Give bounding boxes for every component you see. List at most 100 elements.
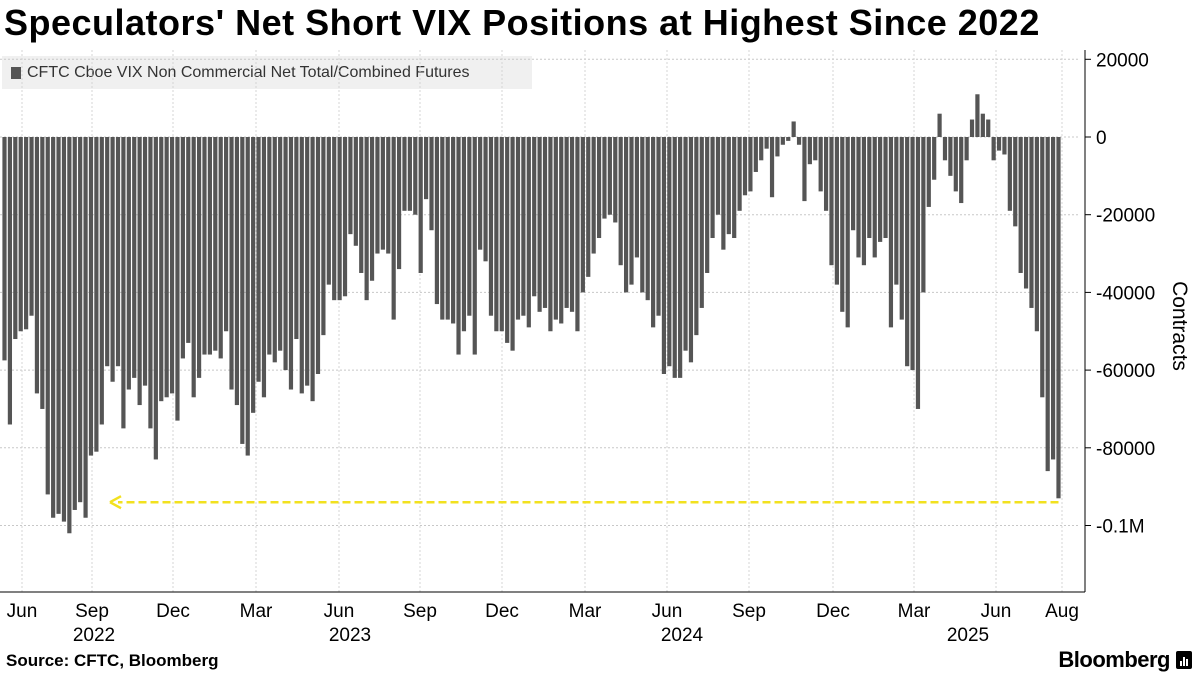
bar bbox=[472, 137, 477, 355]
bar bbox=[845, 137, 850, 328]
bar bbox=[245, 137, 250, 456]
bar bbox=[737, 137, 742, 211]
bar bbox=[629, 137, 634, 285]
annotation bbox=[109, 495, 1059, 510]
source-note: Source: CFTC, Bloomberg bbox=[6, 651, 219, 670]
y-tick-label: 0 bbox=[1096, 128, 1107, 149]
bar bbox=[321, 137, 326, 336]
legend-label: CFTC Cboe VIX Non Commercial Net Total/C… bbox=[27, 63, 470, 81]
bar bbox=[634, 137, 639, 258]
bar bbox=[40, 137, 45, 409]
bar bbox=[921, 137, 926, 293]
bar bbox=[1045, 137, 1050, 472]
bar bbox=[137, 137, 142, 406]
bar bbox=[353, 137, 358, 246]
x-tick-label: Dec bbox=[485, 601, 519, 622]
bar bbox=[986, 119, 991, 137]
bar bbox=[229, 137, 234, 390]
bar bbox=[337, 137, 342, 301]
bar bbox=[413, 137, 418, 215]
bar bbox=[553, 137, 558, 320]
bar bbox=[580, 137, 585, 293]
bar bbox=[694, 137, 699, 336]
bar bbox=[575, 137, 580, 332]
bar bbox=[142, 137, 148, 386]
bar bbox=[964, 137, 969, 161]
bar bbox=[196, 137, 202, 378]
bar bbox=[656, 137, 661, 316]
bar bbox=[932, 137, 937, 180]
bar bbox=[780, 137, 785, 145]
bar bbox=[521, 137, 526, 316]
bar bbox=[94, 137, 99, 452]
bar bbox=[51, 137, 56, 518]
bar bbox=[364, 137, 369, 301]
bar bbox=[732, 137, 737, 239]
bar bbox=[251, 137, 256, 413]
bar bbox=[132, 137, 137, 378]
bar bbox=[256, 137, 261, 382]
bar bbox=[607, 137, 612, 215]
bar bbox=[278, 137, 283, 351]
bar bbox=[153, 137, 158, 460]
bar bbox=[1018, 137, 1023, 273]
bar bbox=[288, 137, 294, 390]
bar bbox=[753, 137, 758, 172]
bar bbox=[240, 137, 245, 444]
bar bbox=[434, 137, 440, 305]
bar bbox=[705, 137, 710, 273]
bar bbox=[596, 137, 602, 239]
bar bbox=[386, 137, 391, 254]
bar bbox=[748, 137, 753, 192]
bar bbox=[996, 137, 1002, 151]
bar bbox=[121, 137, 126, 429]
bar bbox=[159, 137, 164, 402]
bar bbox=[802, 137, 807, 202]
bar bbox=[542, 137, 548, 308]
bar bbox=[283, 137, 288, 371]
bar bbox=[942, 137, 948, 161]
bar bbox=[315, 137, 321, 374]
bar bbox=[1056, 137, 1061, 499]
bar bbox=[532, 137, 537, 297]
bar bbox=[13, 137, 18, 340]
y-tick-label: -40000 bbox=[1096, 283, 1155, 304]
x-tick-label: Aug bbox=[1045, 601, 1079, 622]
bar bbox=[34, 137, 40, 394]
bar bbox=[1029, 137, 1034, 308]
bar bbox=[478, 137, 483, 250]
bar bbox=[1040, 137, 1045, 398]
bar bbox=[840, 137, 845, 312]
x-tick-label: Sep bbox=[75, 601, 109, 622]
bar bbox=[440, 137, 445, 320]
bar bbox=[391, 137, 396, 320]
bar bbox=[115, 137, 121, 367]
bar bbox=[878, 137, 883, 242]
bar bbox=[948, 137, 953, 176]
bar bbox=[586, 137, 591, 277]
bar bbox=[78, 137, 83, 503]
bar bbox=[342, 137, 348, 297]
bar bbox=[407, 137, 412, 211]
bar bbox=[175, 137, 180, 421]
bar bbox=[467, 137, 472, 316]
bar bbox=[959, 137, 964, 204]
bar bbox=[67, 137, 72, 534]
bar bbox=[29, 137, 34, 316]
bloomberg-logo: Bloomberg bbox=[1058, 647, 1192, 673]
bar bbox=[910, 137, 915, 371]
bar bbox=[661, 137, 667, 374]
bar bbox=[640, 137, 645, 293]
bar bbox=[678, 137, 683, 378]
bar bbox=[975, 94, 980, 137]
bar bbox=[1050, 137, 1056, 460]
bar bbox=[359, 137, 364, 273]
bar bbox=[213, 137, 218, 351]
bar bbox=[294, 137, 299, 340]
bar bbox=[759, 137, 764, 161]
bloomberg-chart-icon bbox=[1176, 651, 1192, 669]
x-tick-label: Jun bbox=[324, 601, 355, 622]
bar bbox=[991, 137, 996, 161]
bar bbox=[791, 121, 796, 137]
